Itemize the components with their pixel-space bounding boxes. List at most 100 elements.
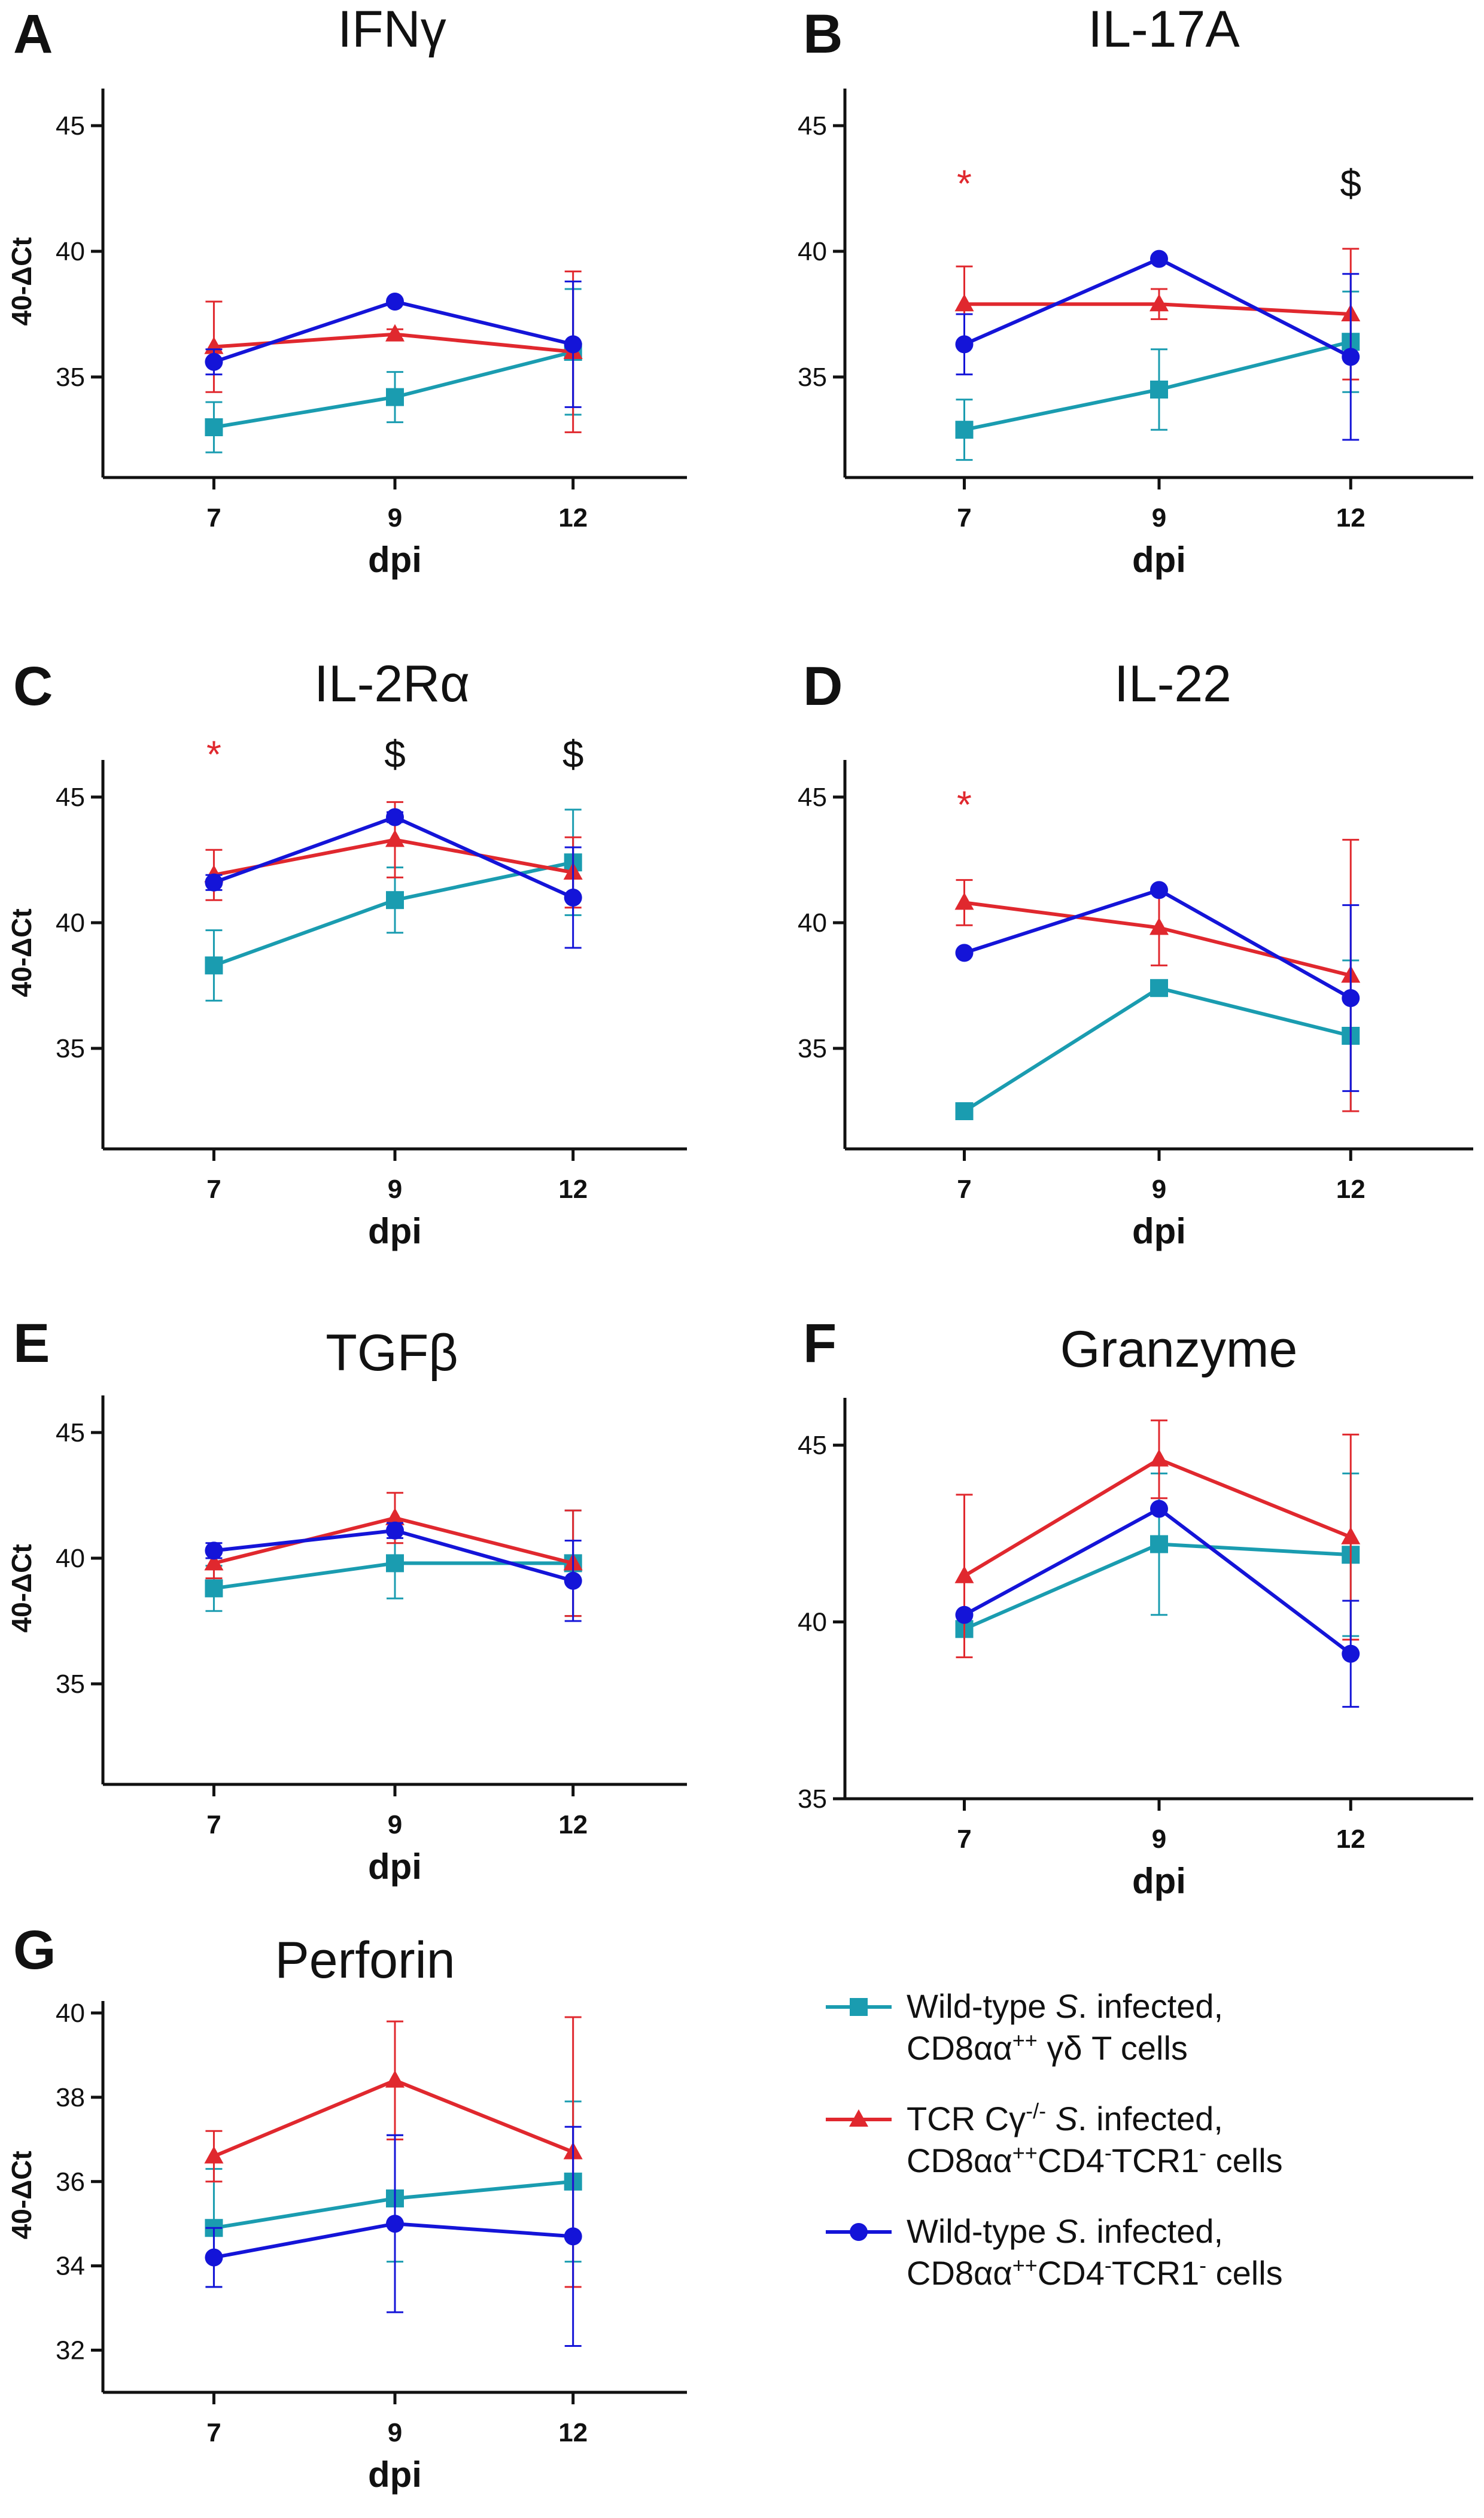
data-point-square <box>1150 979 1168 998</box>
legend-marker-triangle <box>849 2109 868 2127</box>
legend-marker-circle <box>850 2223 868 2241</box>
data-point-triangle <box>1150 917 1169 935</box>
data-point-triangle <box>385 1507 405 1525</box>
data-point-triangle <box>1341 1526 1361 1544</box>
x-tick-label: 12 <box>558 1175 588 1204</box>
data-point-square <box>386 891 404 910</box>
x-tick-label: 7 <box>206 1810 221 1839</box>
data-point-circle <box>1342 348 1360 366</box>
y-tick-label: 32 <box>56 2336 85 2365</box>
panel-d: D IL-22 35 40 45 7 9 12 dpi * <box>798 655 1473 1251</box>
data-point-triangle <box>954 892 974 910</box>
series-wt_cd8 <box>205 280 582 408</box>
data-point-triangle <box>385 829 405 847</box>
legend-label: CD8αα++ γδ T cells <box>907 2028 1188 2067</box>
series-line <box>963 1457 1352 1578</box>
data-point-square <box>205 1579 223 1598</box>
data-point-circle <box>1342 989 1360 1007</box>
x-tick-label: 7 <box>206 1175 221 1204</box>
data-point-circle <box>1342 1644 1360 1663</box>
series-ko_cd8 <box>204 2016 583 2288</box>
data-point-circle <box>205 1541 223 1560</box>
data-point-circle <box>564 889 582 907</box>
legend-label: CD8αα++CD4-TCR1- cells <box>907 2140 1283 2180</box>
significance-marker: $ <box>562 733 584 776</box>
panel-letter: D <box>803 656 843 717</box>
series-wt_gd <box>955 959 1360 1120</box>
series-wt_cd8 <box>955 250 1360 441</box>
panel-letter: F <box>803 1313 837 1374</box>
y-tick-label: 35 <box>56 363 85 392</box>
y-tick-label: 40 <box>56 1544 85 1573</box>
y-axis-label: 40-ΔCt <box>6 237 37 326</box>
x-tick-label: 9 <box>1152 503 1166 533</box>
legend-label: Wild-type S. infected, <box>907 2212 1223 2250</box>
data-point-circle <box>564 1571 582 1590</box>
series-wt_cd8 <box>205 808 582 949</box>
series-line <box>963 986 1351 1113</box>
panel-title: IL-22 <box>1114 655 1231 713</box>
data-point-circle <box>955 1605 974 1624</box>
significance-marker: * <box>957 783 972 826</box>
y-tick-label: 40 <box>56 1999 85 2028</box>
x-tick-label: 7 <box>957 503 971 533</box>
x-axis-label: dpi <box>1132 540 1186 580</box>
y-tick-label: 36 <box>56 2167 85 2197</box>
x-tick-label: 9 <box>388 1175 402 1204</box>
data-point-circle <box>1150 881 1168 899</box>
significance-marker: $ <box>384 733 406 776</box>
x-axis-label: dpi <box>368 1847 422 1887</box>
y-tick-label: 45 <box>56 111 85 141</box>
x-axis-label: dpi <box>368 2455 422 2495</box>
panel-title: IFNγ <box>337 1 446 58</box>
legend-marker-square <box>850 1998 868 2016</box>
data-point-triangle <box>1150 294 1169 312</box>
series-ko_cd8 <box>954 838 1361 1112</box>
legend-label: CD8αα++CD4-TCR1- cells <box>907 2253 1283 2292</box>
series-wt_gd <box>205 2100 582 2288</box>
data-point-circle <box>386 808 404 826</box>
series-wt_cd8 <box>955 881 1360 1092</box>
significance-marker: * <box>957 162 972 205</box>
x-tick-label: 12 <box>1336 1175 1366 1204</box>
panel-a: A IFNγ 35 40 45 7 9 12 dpi 40-ΔCt <box>6 1 687 580</box>
y-tick-label: 40 <box>798 908 827 938</box>
legend-item-wt_cd8: Wild-type S. infected,CD8αα++CD4-TCR1- c… <box>826 2212 1283 2292</box>
y-tick-label: 34 <box>56 2252 85 2281</box>
panel-title: IL-17A <box>1088 1 1240 58</box>
legend-label: TCR Cγ-/- S. infected, <box>907 2099 1223 2138</box>
y-tick-label: 45 <box>56 783 85 812</box>
data-point-triangle <box>204 1553 224 1571</box>
data-point-square <box>955 421 974 439</box>
data-point-circle <box>1150 250 1168 268</box>
data-point-square <box>386 1554 404 1573</box>
series-line <box>963 1507 1352 1656</box>
data-point-circle <box>205 2248 223 2267</box>
series-wt_cd8 <box>205 2125 582 2347</box>
series-wt_cd8 <box>955 1500 1360 1708</box>
panel-title: Granzyme <box>1060 1321 1298 1378</box>
data-point-circle <box>386 293 404 311</box>
x-tick-label: 9 <box>388 503 402 533</box>
data-point-circle <box>1150 1500 1168 1518</box>
y-tick-label: 35 <box>798 1034 827 1063</box>
y-tick-label: 40 <box>56 908 85 938</box>
data-point-circle <box>955 944 974 962</box>
x-axis-label: dpi <box>1132 1211 1186 1251</box>
y-tick-label: 35 <box>56 1034 85 1063</box>
x-tick-label: 12 <box>1336 1824 1366 1854</box>
x-tick-label: 12 <box>558 503 588 533</box>
data-point-triangle <box>385 2070 405 2088</box>
y-tick-label: 40 <box>798 237 827 266</box>
panel-title: Perforin <box>275 1932 455 1989</box>
y-tick-label: 35 <box>798 1784 827 1814</box>
panel-letter: G <box>13 1920 56 1981</box>
y-tick-label: 45 <box>56 1418 85 1447</box>
legend-label: Wild-type S. infected, <box>907 1987 1223 2025</box>
y-tick-label: 40 <box>798 1608 827 1637</box>
data-point-circle <box>955 335 974 354</box>
panel-letter: B <box>803 4 843 65</box>
significance-marker: $ <box>1340 162 1361 205</box>
y-axis-label: 40-ΔCt <box>6 2151 37 2239</box>
